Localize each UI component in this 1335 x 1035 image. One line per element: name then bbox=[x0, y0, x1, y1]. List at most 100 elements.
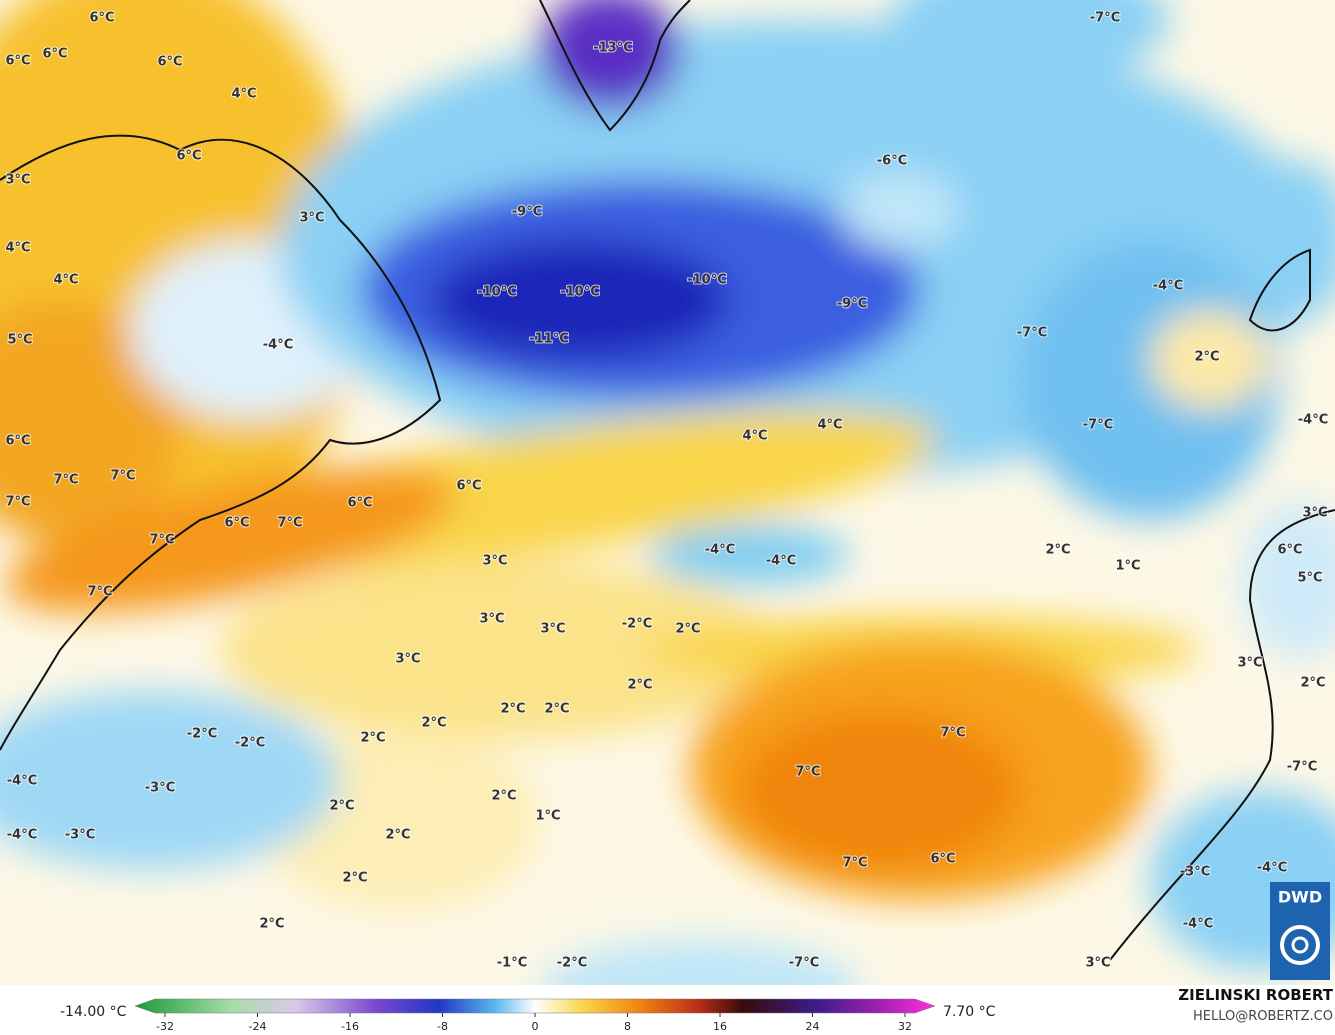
temperature-label: -7°C bbox=[789, 956, 819, 971]
legend-tick-label: -24 bbox=[249, 1020, 267, 1033]
temperature-label: 6°C bbox=[930, 852, 955, 867]
temperature-label: 2°C bbox=[342, 871, 367, 886]
temperature-label: 2°C bbox=[421, 716, 446, 731]
temperature-label: 4°C bbox=[53, 273, 78, 288]
temperature-label: 6°C bbox=[347, 496, 372, 511]
legend-tick-label: 16 bbox=[713, 1020, 727, 1033]
temperature-label: 2°C bbox=[1300, 676, 1325, 691]
temperature-label: -7°C bbox=[1017, 326, 1047, 341]
temperature-label: 2°C bbox=[385, 828, 410, 843]
logo-text: DWD bbox=[1278, 888, 1322, 907]
temperature-label: -10°C bbox=[477, 285, 517, 300]
temperature-label: 3°C bbox=[482, 554, 507, 569]
coastline bbox=[1109, 509, 1335, 961]
legend-max: 7.70 °C bbox=[943, 1004, 996, 1020]
temperature-label: 1°C bbox=[535, 809, 560, 824]
credit-contact: HELLO@ROBERTZ.CO bbox=[1193, 1009, 1333, 1024]
temperature-label: 2°C bbox=[491, 789, 516, 804]
coastline bbox=[539, 0, 691, 132]
temperature-label: -3°C bbox=[1180, 865, 1210, 880]
temperature-label: 6°C bbox=[157, 55, 182, 70]
temperature-label: 2°C bbox=[360, 731, 385, 746]
legend-tick-label: 0 bbox=[532, 1020, 539, 1033]
temperature-label: 2°C bbox=[544, 702, 569, 717]
temperature-label: 2°C bbox=[500, 702, 525, 717]
coastline bbox=[1248, 248, 1311, 332]
temperature-label: -9°C bbox=[512, 205, 542, 220]
temperature-label: 2°C bbox=[675, 622, 700, 637]
legend-tick-label: -16 bbox=[341, 1020, 359, 1033]
temperature-label: 3°C bbox=[479, 612, 504, 627]
temperature-label: -9°C bbox=[837, 297, 867, 312]
temperature-label: -7°C bbox=[1287, 760, 1317, 775]
legend-tick-label: -32 bbox=[156, 1020, 174, 1033]
temperature-label: 4°C bbox=[742, 429, 767, 444]
legend-tick-label: 24 bbox=[806, 1020, 820, 1033]
temperature-label: -4°C bbox=[705, 543, 735, 558]
temperature-label: 5°C bbox=[7, 333, 32, 348]
temperature-label: 4°C bbox=[817, 418, 842, 433]
temperature-label: -13°C bbox=[593, 41, 633, 56]
temperature-label: 7°C bbox=[795, 765, 820, 780]
temperature-label: 2°C bbox=[329, 799, 354, 814]
temperature-label: 2°C bbox=[1194, 350, 1219, 365]
temperature-label: 6°C bbox=[1277, 543, 1302, 558]
temperature-label: -3°C bbox=[145, 781, 175, 796]
legend-tick-label: 8 bbox=[624, 1020, 631, 1033]
temperature-label: -4°C bbox=[766, 554, 796, 569]
temperature-label: 7°C bbox=[277, 516, 302, 531]
temperature-label: -4°C bbox=[1153, 279, 1183, 294]
temperature-label: 7°C bbox=[842, 856, 867, 871]
legend-min: -14.00 °C bbox=[60, 1004, 127, 1020]
credit-name: ZIELINSKI ROBERT bbox=[1178, 986, 1333, 1004]
temperature-label: 3°C bbox=[1085, 956, 1110, 971]
temperature-label: 3°C bbox=[299, 211, 324, 226]
temperature-label: 3°C bbox=[5, 173, 30, 188]
temperature-label: 7°C bbox=[940, 726, 965, 741]
temperature-label: -4°C bbox=[263, 338, 293, 353]
temperature-label: -4°C bbox=[1257, 861, 1287, 876]
temperature-label: -4°C bbox=[7, 774, 37, 789]
temperature-label: 5°C bbox=[1297, 571, 1322, 586]
temperature-label: -1°C bbox=[497, 956, 527, 971]
temperature-label: 3°C bbox=[395, 652, 420, 667]
temperature-label: -4°C bbox=[1183, 917, 1213, 932]
temperature-label: 1°C bbox=[1115, 559, 1140, 574]
temperature-label: 3°C bbox=[1237, 656, 1262, 671]
temperature-label: -2°C bbox=[622, 617, 652, 632]
temperature-label: 4°C bbox=[231, 87, 256, 102]
temperature-label: 7°C bbox=[53, 473, 78, 488]
temperature-label: -2°C bbox=[235, 736, 265, 751]
temperature-label: 6°C bbox=[5, 54, 30, 69]
temperature-labels: -13°C -7°C -6°C -9°C -10°C -10°C -10°C -9°C -11°… bbox=[4, 10, 1329, 972]
temperature-label: 2°C bbox=[627, 678, 652, 693]
temperature-label: 3°C bbox=[540, 622, 565, 637]
coastline bbox=[0, 134, 442, 751]
temperature-label: -4°C bbox=[1298, 413, 1328, 428]
temperature-label: 6°C bbox=[456, 479, 481, 494]
temperature-label: -2°C bbox=[187, 727, 217, 742]
temperature-label: -2°C bbox=[557, 956, 587, 971]
temperature-label: 7°C bbox=[110, 469, 135, 484]
temperature-label: 6°C bbox=[176, 149, 201, 164]
temperature-label: 6°C bbox=[42, 47, 67, 62]
temperature-label: 3°C bbox=[1302, 506, 1327, 521]
temperature-label: 6°C bbox=[89, 11, 114, 26]
temperature-label: -10°C bbox=[687, 273, 727, 288]
color-legend: -14.00 °C 7.70 °C -32 -24 -16 -8 0 8 16 24 32 bbox=[60, 998, 996, 1033]
dwd-logo: DWD bbox=[1270, 882, 1330, 980]
temperature-label: -6°C bbox=[877, 154, 907, 169]
temperature-label: 6°C bbox=[5, 434, 30, 449]
temperature-label: 7°C bbox=[5, 495, 30, 510]
temperature-label: -7°C bbox=[1083, 418, 1113, 433]
temperature-label: -3°C bbox=[65, 828, 95, 843]
temperature-label: 7°C bbox=[87, 585, 112, 600]
temperature-label: 4°C bbox=[5, 241, 30, 256]
temperature-label: 2°C bbox=[1045, 543, 1070, 558]
temperature-label: 2°C bbox=[259, 917, 284, 932]
temperature-label: -7°C bbox=[1090, 11, 1120, 26]
temperature-label: -10°C bbox=[560, 285, 600, 300]
temperature-label: 7°C bbox=[149, 533, 174, 548]
